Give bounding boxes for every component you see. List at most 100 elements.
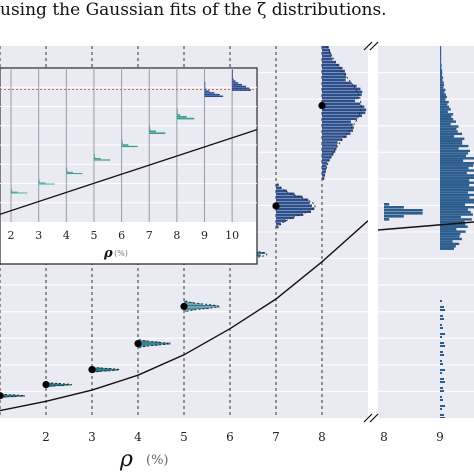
side-histogram-bar xyxy=(440,122,451,126)
inset-plot-content xyxy=(0,68,257,222)
main-histogram-bar xyxy=(92,368,112,370)
main-histogram-bar xyxy=(46,382,54,384)
main-histogram xyxy=(318,31,367,180)
side-histogram-bar xyxy=(440,237,462,241)
inset-histogram-bar xyxy=(232,89,252,91)
main-histogram-bar xyxy=(322,37,325,40)
side-fit-curve xyxy=(378,221,474,231)
side-small-histogram-bar xyxy=(384,218,390,221)
inset-x-tick-label: 3 xyxy=(35,229,42,242)
side-histogram-bar xyxy=(440,245,456,248)
side-histogram-bar xyxy=(440,169,474,172)
side-histogram-bar xyxy=(440,54,442,57)
inset-histogram-bar xyxy=(232,69,233,72)
inset-histogram-bar xyxy=(232,71,233,73)
inset-x-tick-label: 2 xyxy=(8,229,15,242)
side-histogram-bar xyxy=(440,184,470,187)
side-histogram-bar xyxy=(440,66,442,70)
side-histogram-bar xyxy=(440,215,461,219)
main-x-tick-label: 2 xyxy=(42,430,50,444)
side-histogram-bar xyxy=(440,78,443,82)
side-histogram-bar xyxy=(440,130,458,133)
side-histogram-bar xyxy=(440,191,468,194)
side-histogram-bar xyxy=(440,142,463,145)
main-x-tick-label: 5 xyxy=(180,430,188,444)
inset-histogram-bar xyxy=(149,132,166,135)
main-histogram-bar xyxy=(138,343,171,345)
side-plot-content xyxy=(378,37,474,418)
main-histogram-bar xyxy=(92,368,120,370)
side-histogram-bar xyxy=(440,56,442,60)
main-histogram-bar xyxy=(322,78,346,82)
side-histogram-tail-bar xyxy=(440,387,443,389)
side-small-histogram-bar xyxy=(384,203,390,206)
side-x-tick-label: 8 xyxy=(380,430,388,444)
main-histogram-bar xyxy=(276,192,295,196)
main-histogram-bar xyxy=(322,66,343,70)
side-histogram-bar xyxy=(440,83,445,87)
main-histogram-bar xyxy=(184,302,194,304)
main-histogram-bar xyxy=(322,48,330,52)
side-histogram-bar xyxy=(440,42,441,44)
side-histogram-bar xyxy=(440,91,445,94)
inset-histogram xyxy=(232,69,252,91)
main-histogram-bar xyxy=(322,123,353,126)
main-histogram-bar xyxy=(322,75,346,79)
side-histogram-bar xyxy=(440,37,441,39)
side-histogram-tail-bar xyxy=(440,315,443,317)
main-histogram-bar xyxy=(322,46,329,49)
main-histogram-bar xyxy=(322,105,365,109)
main-gaussian-fit xyxy=(185,300,220,313)
side-histogram-bar xyxy=(440,105,450,109)
main-mean-marker xyxy=(272,202,280,210)
main-x-tick-label: 8 xyxy=(318,430,326,444)
inset-histogram-bar xyxy=(176,117,195,120)
inset-histogram-bar xyxy=(204,86,206,89)
main-histogram-bar xyxy=(322,31,324,34)
main-x-tick-label: 4 xyxy=(134,430,142,444)
side-histogram-bar xyxy=(440,176,474,180)
side-histogram-bar xyxy=(440,127,457,131)
side-histogram-bar xyxy=(440,40,441,42)
side-histogram-bar xyxy=(440,132,463,136)
inset-histogram-bar xyxy=(121,144,129,146)
main-histogram-bar xyxy=(92,367,102,369)
inset-histogram-bar xyxy=(232,82,239,84)
main-histogram-bar xyxy=(322,117,357,120)
side-histogram-bar xyxy=(440,108,451,111)
inset-x-tick-label: 10 xyxy=(225,229,239,242)
side-histogram-bar xyxy=(440,47,442,50)
main-histogram-bar xyxy=(322,40,326,43)
main-histogram-bar xyxy=(276,213,304,216)
main-mean-marker xyxy=(318,101,326,110)
main-histogram-bar xyxy=(46,383,69,385)
inset-histogram-bar xyxy=(204,88,207,91)
side-histogram-tail-bar xyxy=(440,396,442,398)
side-histogram-tail-bar xyxy=(440,318,444,320)
main-histogram-bar xyxy=(322,87,361,91)
inset-x-tick-label: 7 xyxy=(146,229,153,242)
main-histogram-bar xyxy=(276,195,303,199)
side-histogram-tail-bar xyxy=(440,324,442,326)
side-small-histogram-bar xyxy=(384,206,404,209)
inset-plot-panel: 2 3 4 5 6 7 8 9 10 ρ (%) xyxy=(0,67,258,265)
main-histogram-bar xyxy=(184,310,188,312)
side-histogram-tail-bar xyxy=(440,378,444,380)
side-histogram-bar xyxy=(440,88,446,92)
side-histogram-bar xyxy=(440,100,449,104)
inset-histogram-bar xyxy=(93,155,95,157)
main-histogram xyxy=(134,339,171,349)
main-histogram-bar xyxy=(322,176,325,180)
main-gaussian-fit xyxy=(277,183,316,229)
side-histogram-tail-bar xyxy=(440,306,444,308)
inset-x-axis-label: ρ xyxy=(103,246,113,261)
side-histogram-tail-bar xyxy=(440,327,443,329)
inset-histogram-bar xyxy=(176,110,178,113)
side-histogram-bar xyxy=(440,110,448,114)
inset-histogram-bar xyxy=(66,171,74,173)
main-histogram-bar xyxy=(322,156,332,159)
inset-histogram-bar xyxy=(11,188,12,190)
main-histogram-bar xyxy=(322,135,347,138)
inset-histogram-bar xyxy=(204,95,224,98)
